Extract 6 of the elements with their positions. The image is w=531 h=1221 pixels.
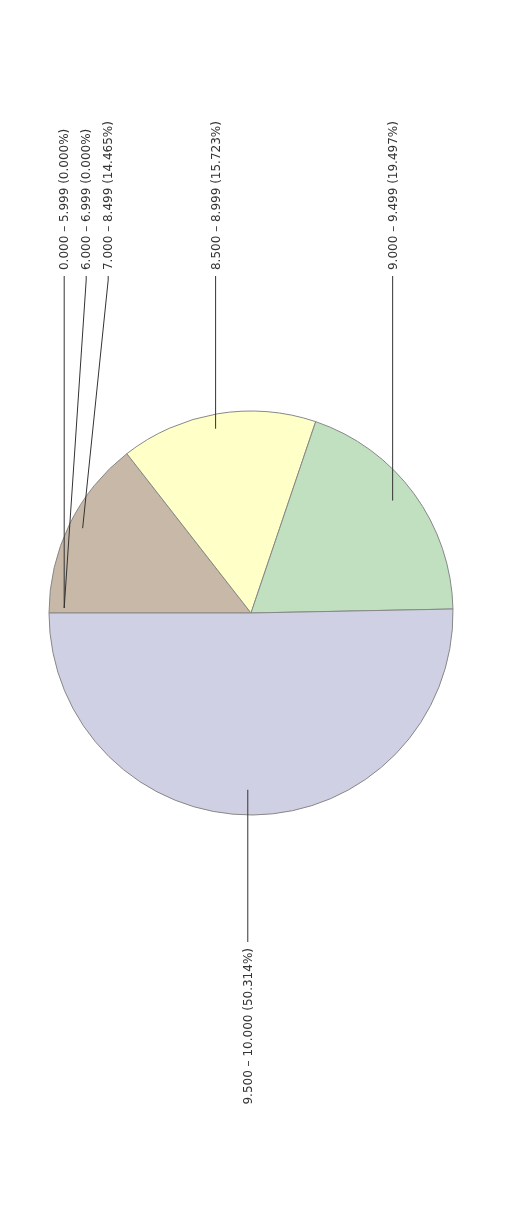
slice-label: 9.500 – 10.000 (50.314%) (240, 948, 255, 1105)
category-label: 6.000 – 6.999 (0.000%) (79, 128, 94, 270)
category-label: 0.000 – 5.999 (0.000%) (57, 128, 72, 270)
slice-label: 8.500 – 8.999 (15.723%) (208, 121, 223, 270)
slice-label: 9.000 – 9.499 (19.497%) (385, 121, 400, 270)
slice-label: 7.000 – 8.499 (14.465%) (101, 121, 116, 270)
